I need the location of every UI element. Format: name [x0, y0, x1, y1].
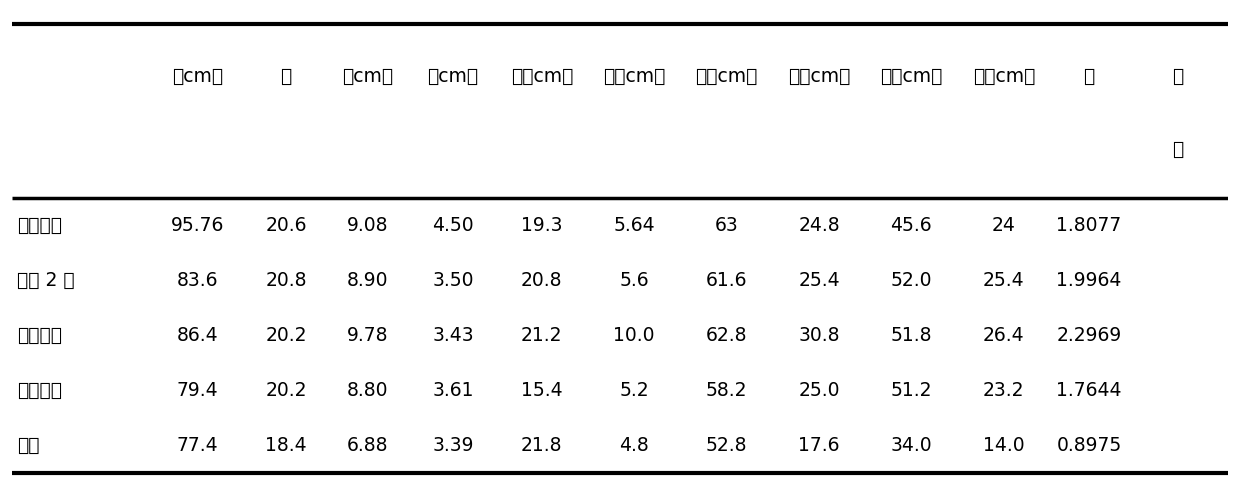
Text: 1.8077: 1.8077	[1056, 216, 1122, 235]
Text: 2.2969: 2.2969	[1056, 326, 1122, 345]
Text: 45.6: 45.6	[890, 216, 932, 235]
Text: 宽（cm）: 宽（cm）	[972, 67, 1035, 86]
Text: 58.2: 58.2	[706, 381, 748, 400]
Text: 5.64: 5.64	[614, 216, 655, 235]
Text: 积: 积	[1084, 67, 1095, 86]
Text: 79.4: 79.4	[176, 381, 218, 400]
Text: 长（cm）: 长（cm）	[696, 67, 758, 86]
Text: （cm）: （cm）	[428, 67, 479, 86]
Text: 25.4: 25.4	[799, 271, 839, 290]
Text: 21.8: 21.8	[521, 435, 563, 455]
Text: 34.0: 34.0	[890, 435, 932, 455]
Text: 长（cm）: 长（cm）	[880, 67, 942, 86]
Text: 86.4: 86.4	[176, 326, 218, 345]
Text: 24.8: 24.8	[799, 216, 839, 235]
Text: 4.50: 4.50	[433, 216, 474, 235]
Text: 8.80: 8.80	[347, 381, 388, 400]
Text: 5.6: 5.6	[620, 271, 649, 290]
Text: 25.4: 25.4	[983, 271, 1024, 290]
Text: 8.90: 8.90	[347, 271, 388, 290]
Text: 17.6: 17.6	[799, 435, 839, 455]
Text: 18.4: 18.4	[265, 435, 306, 455]
Text: 25.0: 25.0	[799, 381, 839, 400]
Text: 3.39: 3.39	[433, 435, 474, 455]
Text: 52.8: 52.8	[706, 435, 748, 455]
Text: 数: 数	[280, 67, 291, 86]
Text: 涪陵榨菜: 涪陵榨菜	[17, 381, 62, 400]
Text: 20.2: 20.2	[265, 326, 306, 345]
Text: 9.78: 9.78	[347, 326, 388, 345]
Text: 23.2: 23.2	[983, 381, 1024, 400]
Text: 9.08: 9.08	[347, 216, 388, 235]
Text: 14.0: 14.0	[983, 435, 1024, 455]
Text: 涪杂 2 号: 涪杂 2 号	[17, 271, 74, 290]
Text: （cm）: （cm）	[342, 67, 393, 86]
Text: 20.8: 20.8	[521, 271, 563, 290]
Text: 20.2: 20.2	[265, 381, 306, 400]
Text: 61.6: 61.6	[706, 271, 748, 290]
Text: 51.8: 51.8	[890, 326, 932, 345]
Text: 1.7644: 1.7644	[1056, 381, 1122, 400]
Text: 10.0: 10.0	[614, 326, 655, 345]
Text: 24: 24	[992, 216, 1016, 235]
Text: 63: 63	[714, 216, 739, 235]
Text: 3.61: 3.61	[433, 381, 474, 400]
Text: 种都榨菜: 种都榨菜	[17, 216, 62, 235]
Text: 数: 数	[1172, 140, 1183, 159]
Text: 系: 系	[1172, 67, 1183, 86]
Text: 51.2: 51.2	[890, 381, 932, 400]
Text: 5.2: 5.2	[620, 381, 649, 400]
Text: 20.8: 20.8	[265, 271, 306, 290]
Text: 6.88: 6.88	[347, 435, 388, 455]
Text: 62.8: 62.8	[706, 326, 748, 345]
Text: 1.9964: 1.9964	[1056, 271, 1122, 290]
Text: 宽（cm）: 宽（cm）	[603, 67, 666, 86]
Text: 永安少叶: 永安少叶	[17, 326, 62, 345]
Text: 52.0: 52.0	[890, 271, 932, 290]
Text: （cm）: （cm）	[171, 67, 223, 86]
Text: 20.6: 20.6	[265, 216, 306, 235]
Text: 95.76: 95.76	[170, 216, 224, 235]
Text: 21.2: 21.2	[521, 326, 563, 345]
Text: 83.6: 83.6	[176, 271, 218, 290]
Text: 77.4: 77.4	[176, 435, 218, 455]
Text: 19.3: 19.3	[521, 216, 563, 235]
Text: 长（cm）: 长（cm）	[511, 67, 573, 86]
Text: 26.4: 26.4	[983, 326, 1024, 345]
Text: 4.8: 4.8	[619, 435, 649, 455]
Text: 0.8975: 0.8975	[1056, 435, 1122, 455]
Text: 30.8: 30.8	[799, 326, 839, 345]
Text: 宽（cm）: 宽（cm）	[787, 67, 851, 86]
Text: 15.4: 15.4	[521, 381, 563, 400]
Text: 3.50: 3.50	[433, 271, 474, 290]
Text: 对照: 对照	[17, 435, 40, 455]
Text: 3.43: 3.43	[433, 326, 474, 345]
